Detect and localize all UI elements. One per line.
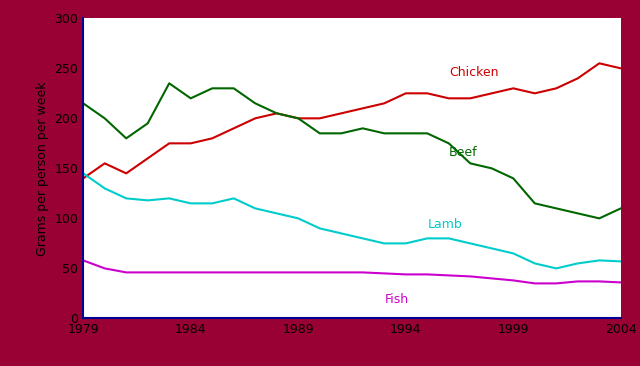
Y-axis label: Grams per person per week: Grams per person per week: [36, 81, 49, 255]
Text: Chicken: Chicken: [449, 66, 499, 79]
Text: Beef: Beef: [449, 146, 477, 159]
Text: Fish: Fish: [384, 294, 408, 306]
Text: Lamb: Lamb: [428, 219, 462, 231]
